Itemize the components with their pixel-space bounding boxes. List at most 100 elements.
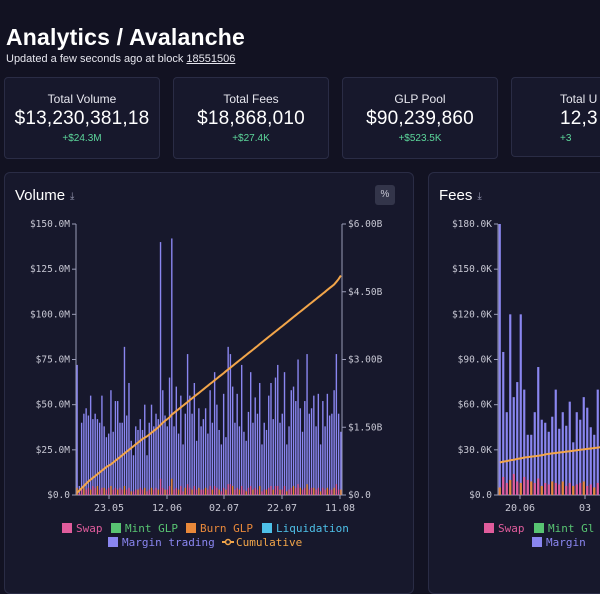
y-tick-label: $125.0M: [30, 264, 70, 275]
swap-bar: [117, 489, 119, 495]
swap-bar: [112, 489, 114, 495]
volume-bar: [333, 390, 335, 495]
y-right-tick-label: $3.00B: [348, 355, 383, 366]
volume-bar: [150, 404, 153, 495]
swap-bar: [281, 489, 283, 495]
volume-bar: [247, 411, 250, 495]
volume-bar: [277, 364, 279, 495]
volume-bar: [180, 395, 182, 495]
volume-bar: [126, 415, 128, 495]
download-icon[interactable]: ⤓: [477, 190, 482, 202]
volume-bar: [137, 429, 139, 495]
volume-bar: [139, 419, 141, 495]
swap-bar: [565, 485, 568, 495]
volume-bar: [153, 426, 155, 495]
swap-bar: [189, 487, 191, 495]
volume-bar: [110, 390, 112, 495]
percent-toggle-button[interactable]: %: [375, 185, 395, 205]
swap-bar: [319, 491, 322, 495]
volume-bar: [526, 434, 529, 495]
swap-bar: [148, 489, 150, 495]
volume-bar: [516, 382, 519, 495]
swap-bar: [326, 487, 329, 495]
stat-label: Total Fees: [223, 92, 279, 106]
volume-bar: [76, 364, 78, 495]
swap-bar: [259, 485, 261, 495]
swap-bar: [306, 484, 308, 495]
volume-bar: [200, 426, 202, 495]
y-right-tick-label: $4.50B: [348, 287, 383, 298]
block-link[interactable]: 18551506: [186, 53, 236, 65]
swap-bar: [240, 485, 243, 495]
stat-delta: +$523.5K: [398, 133, 442, 144]
legend-label: Burn GLP: [200, 522, 253, 535]
y-tick-label: $0.0: [469, 490, 492, 501]
volume-bar: [283, 372, 286, 495]
swap-bar: [209, 485, 211, 495]
legend-label: Liquidation: [276, 522, 349, 535]
volume-bar: [141, 429, 144, 495]
y-tick-label: $100.0M: [30, 309, 70, 320]
swap-bar: [186, 484, 189, 495]
swap-bar: [164, 489, 166, 495]
download-icon[interactable]: ⤓: [70, 190, 75, 202]
volume-bar: [229, 354, 232, 495]
volume-bar: [182, 444, 184, 495]
volume-bar: [319, 444, 322, 495]
swap-bar: [168, 485, 171, 495]
y-tick-label: $180.0K: [452, 219, 492, 230]
volume-bar: [331, 413, 333, 495]
swap-bar: [121, 489, 123, 495]
volume-bar: [547, 431, 550, 495]
volume-bar: [310, 408, 313, 495]
swap-bar: [137, 489, 139, 495]
volume-bar: [98, 422, 101, 495]
swap-bar: [283, 485, 286, 495]
swap-bar: [561, 481, 564, 495]
swap-bar: [159, 478, 162, 495]
volume-bar: [572, 442, 575, 495]
volume-bar: [191, 413, 193, 495]
swap-bar: [128, 487, 130, 495]
swap-bar: [333, 487, 335, 495]
volume-panel: Volume ⤓ %: [4, 172, 414, 594]
volume-bar: [175, 386, 178, 495]
volume-bar: [216, 404, 218, 495]
swap-bar: [596, 482, 599, 495]
legend-label: Cumulative: [236, 536, 302, 549]
volume-bar: [596, 389, 599, 495]
volume-bar: [254, 397, 256, 495]
volume-bar: [575, 412, 578, 495]
swap-bar: [337, 489, 340, 495]
swap-bar: [92, 485, 94, 495]
volume-bar: [162, 390, 164, 495]
swap-bar: [317, 487, 320, 495]
volume-bar: [189, 395, 191, 495]
volume-bar: [204, 408, 207, 495]
volume-bar: [512, 397, 515, 495]
volume-bar: [540, 419, 543, 495]
swap-bar: [589, 484, 592, 495]
volume-bar: [107, 433, 110, 495]
volume-bar: [263, 422, 265, 495]
volume-bar: [236, 393, 238, 495]
volume-bar: [114, 401, 117, 495]
y-right-tick-label: $1.50B: [348, 422, 383, 433]
volume-bar: [184, 413, 187, 495]
swap-bar: [516, 481, 519, 495]
volume-bar: [225, 437, 227, 495]
swap-bar: [498, 487, 501, 495]
swap-bar: [83, 487, 85, 495]
volume-bar: [502, 351, 505, 495]
swap-bar: [204, 487, 207, 495]
swap-bar: [265, 489, 268, 495]
swap-bar: [229, 484, 232, 495]
swap-bar: [87, 487, 90, 495]
volume-bar: [227, 346, 229, 495]
volume-bar: [299, 408, 301, 495]
volume-bar: [220, 444, 223, 495]
swap-bar: [101, 487, 103, 495]
volume-bar: [565, 425, 568, 495]
volume-bar: [146, 455, 148, 495]
swap-bar: [540, 485, 543, 495]
